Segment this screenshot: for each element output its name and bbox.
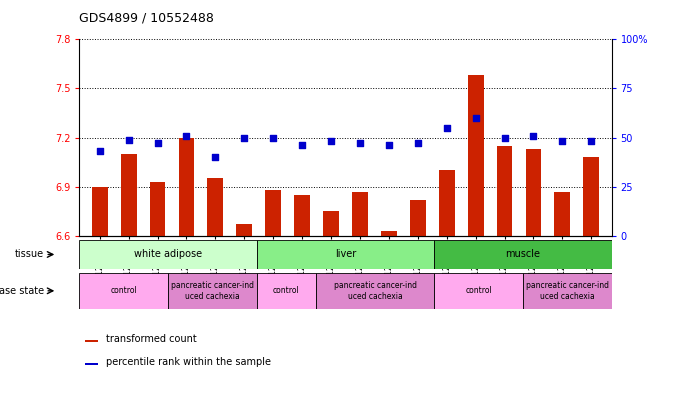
- Bar: [257, 240, 434, 269]
- Bar: [526, 149, 542, 236]
- Text: white adipose: white adipose: [134, 250, 202, 259]
- Bar: [257, 273, 316, 309]
- Bar: [207, 178, 223, 236]
- Bar: [85, 363, 98, 365]
- Point: [210, 154, 221, 160]
- Point: [354, 140, 366, 147]
- Text: control: control: [111, 286, 138, 295]
- Point: [267, 134, 278, 141]
- Bar: [497, 146, 513, 236]
- Bar: [410, 200, 426, 236]
- Point: [152, 140, 163, 147]
- Bar: [92, 187, 108, 236]
- Bar: [316, 273, 434, 309]
- Point: [557, 138, 568, 145]
- Point: [123, 136, 134, 143]
- Text: GDS4899 / 10552488: GDS4899 / 10552488: [79, 12, 214, 25]
- Bar: [121, 154, 137, 236]
- Text: percentile rank within the sample: percentile rank within the sample: [106, 357, 271, 367]
- Point: [470, 115, 481, 121]
- Text: tissue: tissue: [15, 250, 44, 259]
- Bar: [439, 170, 455, 236]
- Bar: [434, 240, 612, 269]
- Bar: [554, 191, 570, 236]
- Point: [181, 132, 192, 139]
- Text: muscle: muscle: [505, 250, 540, 259]
- Bar: [85, 340, 98, 342]
- Bar: [178, 138, 194, 236]
- Text: liver: liver: [335, 250, 356, 259]
- Bar: [523, 273, 612, 309]
- Point: [239, 134, 250, 141]
- Bar: [381, 231, 397, 236]
- Bar: [434, 273, 523, 309]
- Point: [528, 132, 539, 139]
- Bar: [294, 195, 310, 236]
- Point: [586, 138, 597, 145]
- Text: pancreatic cancer-ind
uced cachexia: pancreatic cancer-ind uced cachexia: [526, 281, 609, 301]
- Bar: [468, 75, 484, 236]
- Point: [413, 140, 424, 147]
- Point: [499, 134, 510, 141]
- Bar: [79, 273, 168, 309]
- Text: transformed count: transformed count: [106, 334, 197, 344]
- Bar: [168, 273, 257, 309]
- Text: pancreatic cancer-ind
uced cachexia: pancreatic cancer-ind uced cachexia: [171, 281, 254, 301]
- Text: control: control: [465, 286, 492, 295]
- Point: [441, 125, 452, 131]
- Point: [384, 142, 395, 149]
- Bar: [583, 157, 599, 236]
- Bar: [265, 190, 281, 236]
- Point: [325, 138, 337, 145]
- Bar: [352, 191, 368, 236]
- Bar: [323, 211, 339, 236]
- Bar: [79, 240, 257, 269]
- Text: pancreatic cancer-ind
uced cachexia: pancreatic cancer-ind uced cachexia: [334, 281, 417, 301]
- Bar: [149, 182, 165, 236]
- Point: [296, 142, 307, 149]
- Text: disease state: disease state: [0, 286, 44, 296]
- Text: control: control: [273, 286, 300, 295]
- Bar: [236, 224, 252, 236]
- Point: [94, 148, 105, 154]
